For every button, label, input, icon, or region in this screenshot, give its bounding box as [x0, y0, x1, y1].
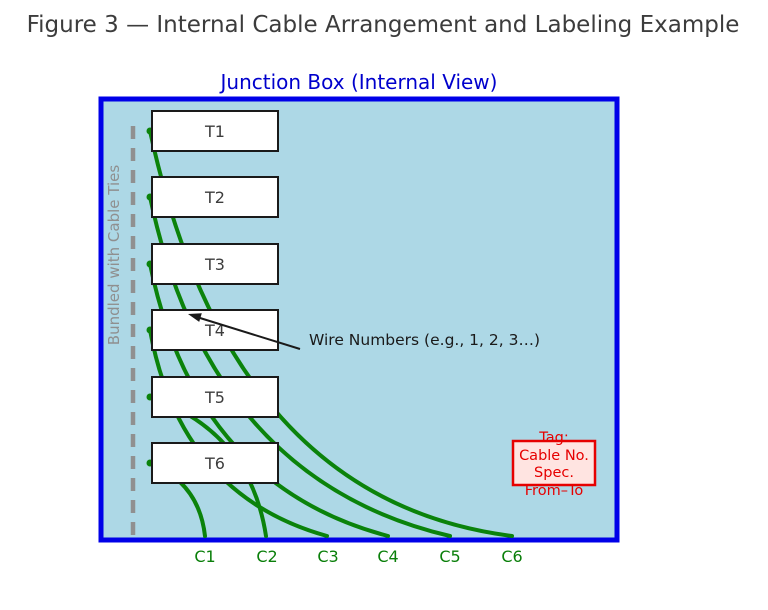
bundle-label: Bundled with Cable Ties: [105, 165, 123, 346]
wire-numbers-annotation: Wire Numbers (e.g., 1, 2, 3…): [188, 313, 540, 350]
terminal-rect: [151, 442, 279, 484]
terminal-rect: [151, 309, 279, 351]
terminal-block-t4: T4: [151, 309, 279, 351]
terminal-block-t6: T6: [151, 442, 279, 484]
cable-tag-callout: Tag: Cable No. Spec. From–To: [511, 430, 597, 499]
terminal-block-t1: T1: [151, 110, 279, 152]
wire-annotation-arrowhead: [188, 313, 202, 322]
terminal-label: T6: [204, 454, 225, 473]
tag-line-4: From–To: [525, 483, 584, 499]
terminal-block-t3: T3: [151, 243, 279, 285]
cable-path-t1: [148, 129, 514, 538]
terminal-rect: [151, 376, 279, 418]
figure-title: Figure 3 — Internal Cable Arrangement an…: [27, 12, 740, 38]
terminal-label: T2: [204, 188, 225, 207]
terminal-rect: [151, 243, 279, 285]
cable-label-c3: C3: [317, 547, 338, 566]
terminal-label: T4: [204, 321, 225, 340]
tag-line-3: Spec.: [534, 465, 574, 481]
terminal-block-t2: T2: [151, 176, 279, 218]
terminal-rect: [151, 176, 279, 218]
cable-labels: C1 C2 C3 C4 C5 C6: [194, 547, 522, 566]
cable-label-c6: C6: [501, 547, 522, 566]
terminal-label: T3: [204, 255, 225, 274]
wire-annotation-arrow-line: [199, 317, 301, 350]
tag-line-1: Tag:: [538, 430, 568, 446]
cable-label-c2: C2: [256, 547, 277, 566]
terminal-blocks: T1 T2 T3 T4 T5 T6: [151, 110, 279, 484]
terminal-block-t5: T5: [151, 376, 279, 418]
cable-label-c5: C5: [439, 547, 460, 566]
tag-box: [511, 439, 597, 487]
wire-annotation-text: Wire Numbers (e.g., 1, 2, 3…): [309, 331, 540, 349]
cable-label-c1: C1: [194, 547, 215, 566]
terminal-rect: [151, 110, 279, 152]
terminal-label: T1: [204, 122, 225, 141]
cable-label-c4: C4: [377, 547, 398, 566]
tag-line-2: Cable No.: [519, 448, 589, 464]
terminal-label: T5: [204, 388, 225, 407]
junction-box-title: Junction Box (Internal View): [219, 70, 498, 94]
